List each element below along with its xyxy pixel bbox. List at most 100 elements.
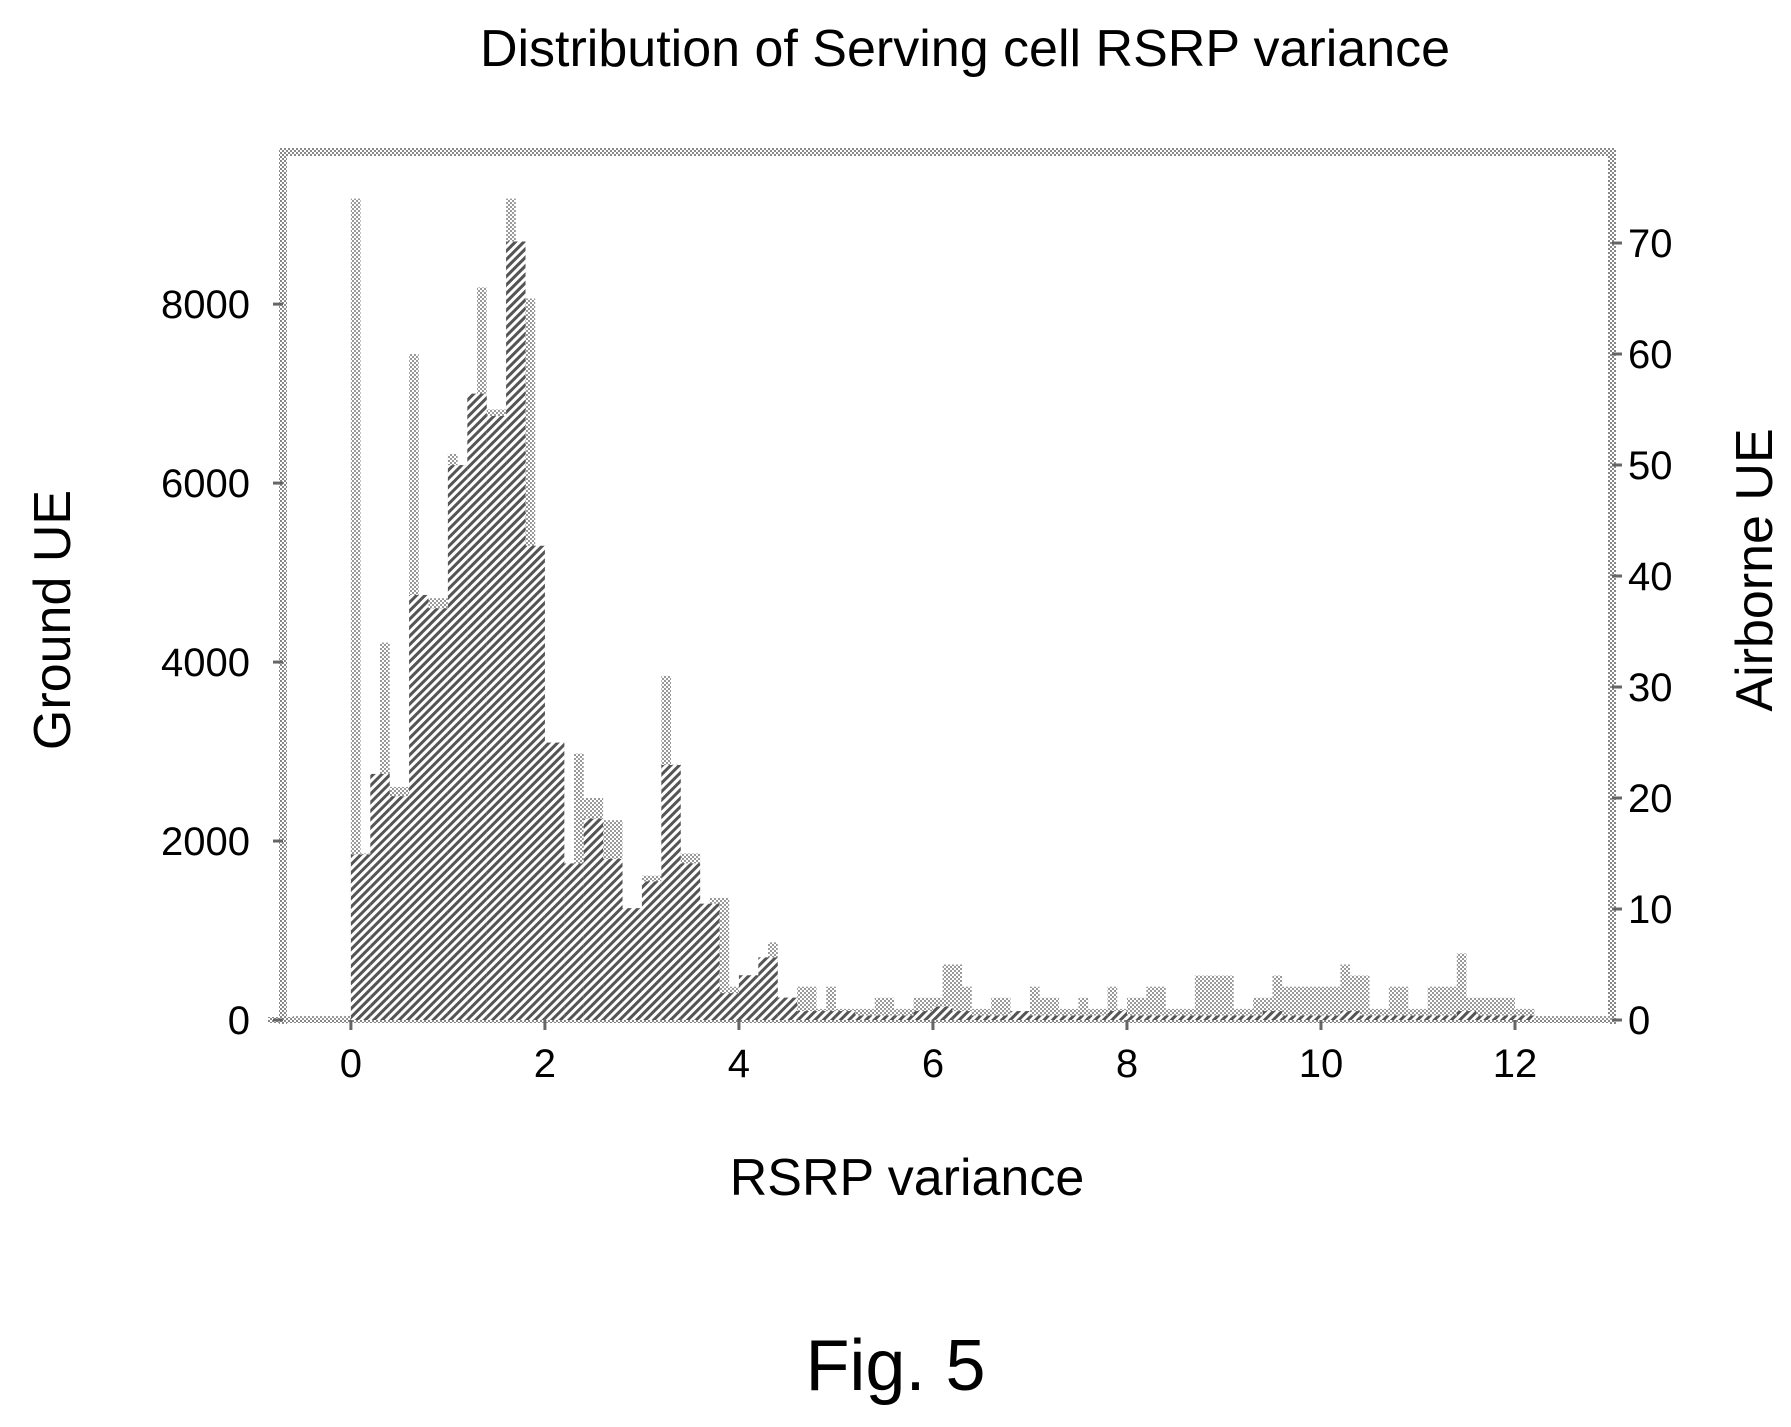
ground-bar-55 bbox=[1417, 1015, 1438, 1020]
y-tick-label-6000: 6000 bbox=[161, 462, 250, 506]
airborne-bar-71 bbox=[1388, 986, 1409, 1020]
ground-bar-53 bbox=[1379, 1015, 1399, 1020]
x-axis-label: RSRP variance bbox=[730, 1149, 1085, 1207]
ground-bar-15 bbox=[641, 881, 662, 1020]
airborne-bar-70 bbox=[1369, 1008, 1389, 1020]
airborne-bar-50 bbox=[1039, 997, 1060, 1020]
ground-bar-12 bbox=[583, 818, 604, 1020]
ground-ue-bars bbox=[350, 241, 1535, 1020]
y-axis-left-ticks: 0 2000 4000 6000 8000 bbox=[161, 283, 283, 1043]
ground-bar-3 bbox=[409, 594, 429, 1020]
ground-bar-16 bbox=[661, 764, 681, 1020]
ground-bar-38 bbox=[1088, 1015, 1108, 1020]
airborne-bar-44 bbox=[942, 964, 963, 1020]
figure-caption: Fig. 5 bbox=[805, 1326, 986, 1406]
y2-tick-label-50: 50 bbox=[1628, 444, 1673, 488]
ground-bar-46 bbox=[1243, 1015, 1263, 1020]
ground-bar-18 bbox=[700, 903, 720, 1020]
ground-bar-31 bbox=[952, 1011, 972, 1020]
x-tick-label-8: 8 bbox=[1116, 1042, 1138, 1086]
airborne-bar-51 bbox=[1059, 1008, 1079, 1020]
ground-bar-14 bbox=[622, 908, 642, 1020]
ground-bar-4 bbox=[428, 608, 448, 1020]
ground-bar-36 bbox=[1049, 1015, 1069, 1020]
airborne-bar-78 bbox=[1505, 997, 1515, 1020]
frame-right bbox=[1608, 148, 1616, 1024]
airborne-bar-79 bbox=[1514, 1008, 1535, 1020]
ground-bar-51 bbox=[1340, 1011, 1360, 1020]
y2-tick-label-0: 0 bbox=[1628, 999, 1650, 1043]
y2-tick-label-60: 60 bbox=[1628, 333, 1673, 377]
y-axis-left-label: Ground UE bbox=[24, 490, 82, 750]
ground-bar-52 bbox=[1359, 1015, 1380, 1020]
ground-bar-42 bbox=[1165, 1015, 1186, 1020]
ground-bar-23 bbox=[797, 1011, 817, 1020]
ground-bar-43 bbox=[1185, 1015, 1205, 1020]
ground-bar-24 bbox=[816, 1011, 836, 1020]
x-tick-label-6: 6 bbox=[922, 1042, 944, 1086]
airborne-bar-69 bbox=[1350, 975, 1370, 1020]
ground-bar-32 bbox=[971, 1015, 992, 1020]
airborne-bar-39 bbox=[855, 1008, 875, 1020]
ground-bar-45 bbox=[1223, 1015, 1244, 1020]
ground-bar-58 bbox=[1476, 1015, 1496, 1020]
ground-bar-2 bbox=[389, 796, 410, 1020]
ground-bar-48 bbox=[1282, 1015, 1302, 1020]
ground-bar-17 bbox=[680, 863, 701, 1020]
airborne-bar-67 bbox=[1320, 986, 1341, 1020]
y-axis-right-ticks: 0 10 20 30 40 50 60 70 bbox=[1612, 222, 1673, 1043]
airborne-bar-54 bbox=[1107, 986, 1118, 1020]
airborne-bar-46 bbox=[971, 1008, 992, 1020]
airborne-bar-53 bbox=[1088, 1008, 1108, 1020]
ground-bar-10 bbox=[544, 742, 565, 1020]
frame-left bbox=[279, 148, 287, 1024]
airborne-bar-81 bbox=[1553, 1016, 1612, 1020]
ground-bar-35 bbox=[1029, 1015, 1050, 1020]
ground-bar-13 bbox=[603, 858, 623, 1020]
airborne-bar-59 bbox=[1185, 1008, 1195, 1020]
airborne-bar-49 bbox=[1029, 986, 1040, 1020]
x-tick-label-2: 2 bbox=[534, 1042, 556, 1086]
airborne-bar-74 bbox=[1447, 986, 1457, 1020]
ground-bar-57 bbox=[1456, 1011, 1477, 1020]
ground-bar-1 bbox=[370, 773, 390, 1020]
y2-tick-label-20: 20 bbox=[1628, 777, 1673, 821]
airborne-bar-73 bbox=[1427, 986, 1448, 1020]
ground-bar-9 bbox=[525, 545, 545, 1020]
airborne-bar-47 bbox=[991, 997, 1011, 1020]
ground-bar-34 bbox=[1010, 1011, 1030, 1020]
ground-bar-0 bbox=[350, 854, 371, 1020]
x-tick-label-10: 10 bbox=[1299, 1042, 1344, 1086]
ground-bar-44 bbox=[1204, 1015, 1224, 1020]
airborne-bar-65 bbox=[1282, 986, 1302, 1020]
airborne-bar-68 bbox=[1340, 964, 1351, 1020]
y-tick-label-0: 0 bbox=[228, 999, 250, 1043]
airborne-bar-77 bbox=[1485, 997, 1506, 1020]
ground-bar-40 bbox=[1126, 1015, 1147, 1020]
x-tick-label-0: 0 bbox=[340, 1042, 362, 1086]
ground-bar-33 bbox=[991, 1015, 1011, 1020]
airborne-bar-40 bbox=[874, 997, 895, 1020]
airborne-bar-0 bbox=[292, 1016, 351, 1020]
airborne-bar-61 bbox=[1214, 975, 1234, 1020]
ground-bar-5 bbox=[447, 465, 468, 1020]
ground-bar-47 bbox=[1262, 1011, 1283, 1020]
y-tick-label-8000: 8000 bbox=[161, 283, 250, 327]
ground-bar-26 bbox=[855, 1015, 875, 1020]
ground-bar-49 bbox=[1301, 1015, 1321, 1020]
airborne-bar-52 bbox=[1078, 997, 1089, 1020]
chart-title: Distribution of Serving cell RSRP varian… bbox=[480, 20, 1450, 78]
ground-bar-22 bbox=[777, 997, 798, 1020]
airborne-bar-80 bbox=[1534, 1016, 1554, 1020]
ground-bar-11 bbox=[564, 863, 584, 1020]
ground-bar-50 bbox=[1320, 1015, 1341, 1020]
airborne-bar-56 bbox=[1126, 997, 1147, 1020]
x-tick-label-12: 12 bbox=[1493, 1042, 1538, 1086]
ground-bar-7 bbox=[486, 415, 507, 1020]
ground-bar-60 bbox=[1514, 1015, 1535, 1020]
y2-tick-label-40: 40 bbox=[1628, 555, 1673, 599]
ground-bar-6 bbox=[467, 393, 487, 1020]
airborne-bar-37 bbox=[826, 986, 836, 1020]
ground-bar-19 bbox=[719, 993, 739, 1020]
